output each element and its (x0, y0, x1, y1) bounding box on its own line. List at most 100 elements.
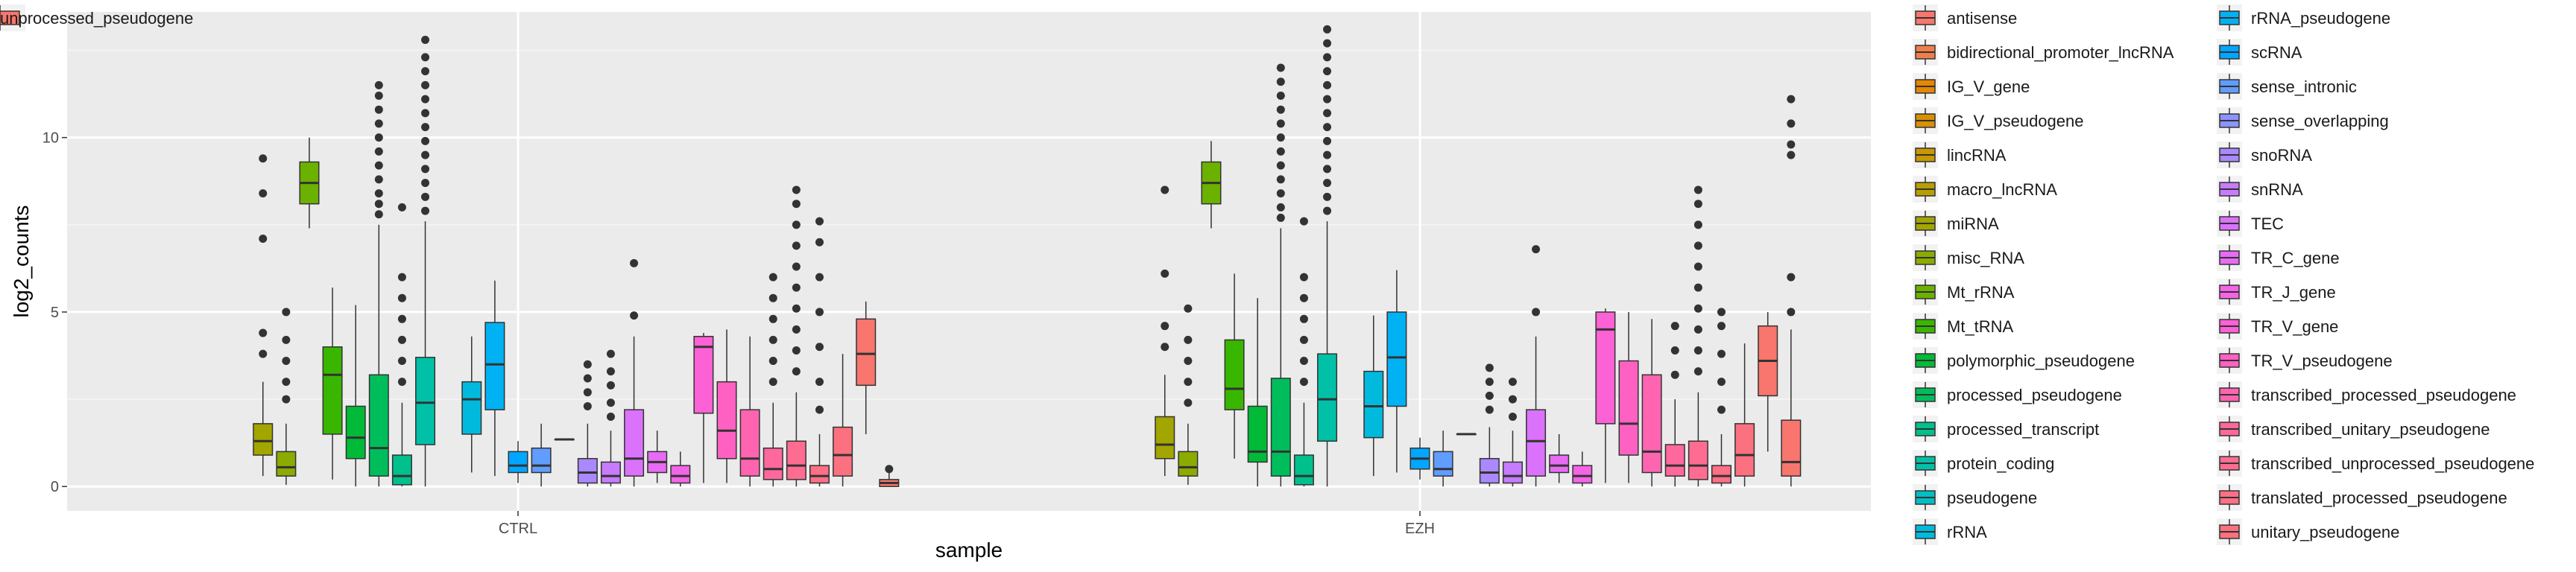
outlier-point (1276, 189, 1285, 198)
outlier-point (374, 119, 383, 128)
outlier-point (792, 304, 801, 313)
outlier-point (815, 378, 824, 387)
box-body (1688, 440, 1708, 480)
legend-label: sense_intronic (2251, 77, 2357, 96)
legend-label: snRNA (2251, 180, 2303, 199)
legend-item: scRNA (2217, 39, 2302, 66)
box-body (786, 440, 806, 480)
outlier-point (421, 150, 430, 159)
outlier-point (1670, 346, 1679, 355)
box-misc_RNA (1178, 304, 1199, 485)
box-body (461, 381, 482, 435)
outlier-point (421, 95, 430, 104)
box-TEC (1526, 245, 1547, 487)
box-translated_processed_pseudogene (1711, 308, 1731, 487)
y-tick-label: 10 (42, 130, 59, 147)
box-body (368, 374, 389, 477)
outlier-point (1161, 322, 1169, 331)
legend-label: processed_transcript (1947, 420, 2099, 439)
outlier-point (397, 357, 406, 366)
outlier-point (397, 314, 406, 323)
legend-label: lincRNA (1947, 146, 2007, 165)
box-transcribed_processed_pseudogene (739, 336, 760, 487)
box-rRNA (1363, 315, 1384, 477)
outlier-point (1323, 192, 1332, 201)
outlier-point (1787, 308, 1796, 317)
box-TR_V_gene (1595, 308, 1616, 483)
outlier-point (1693, 241, 1702, 250)
outlier-point (792, 346, 801, 355)
box-body (577, 457, 598, 484)
box-unprocessed_pseudogene (856, 301, 877, 434)
y-tick-label: 0 (51, 479, 59, 495)
outlier-point (421, 67, 430, 76)
outlier-point (1161, 343, 1169, 352)
box-transcribed_unprocessed_pseudogene (1688, 185, 1708, 487)
outlier-point (768, 273, 777, 282)
outlier-point (1508, 395, 1517, 404)
box-scRNA (1409, 437, 1430, 480)
legend-label: snoRNA (2251, 146, 2312, 165)
outlier-point (1323, 206, 1332, 215)
outlier-point (1323, 123, 1332, 132)
outlier-point (374, 133, 383, 142)
outlier-point (421, 53, 430, 62)
box-TR_C_gene (1549, 433, 1570, 483)
outlier-point (1485, 405, 1494, 414)
legend-item: pseudogene (1913, 484, 2037, 511)
outlier-point (606, 367, 615, 376)
legend-item: IG_V_gene (1913, 73, 2030, 100)
box-protein_coding (1317, 25, 1338, 487)
box-body (856, 318, 877, 387)
legend-item: unitary_pseudogene (2217, 518, 2399, 545)
legend-label: miRNA (1947, 214, 1999, 233)
box-body (1549, 454, 1570, 474)
outlier-point (421, 206, 430, 215)
legend-item: TR_V_pseudogene (2217, 347, 2393, 374)
box-body (1155, 416, 1175, 460)
box-body (1526, 409, 1547, 477)
outlier-point (1276, 105, 1285, 114)
legend-label: unitary_pseudogene (2251, 523, 2399, 541)
outlier-point (1184, 304, 1193, 313)
box-body (716, 381, 737, 460)
legend-item: IG_V_pseudogene (1913, 107, 2084, 134)
box-sense_intronic (1433, 430, 1453, 487)
outlier-point (768, 314, 777, 323)
box-body (1224, 339, 1245, 410)
x-axis-title: sample (935, 538, 1003, 562)
box-body (1502, 461, 1523, 484)
box-unitary_pseudogene (833, 354, 853, 487)
legend-item: lincRNA (1913, 142, 2007, 168)
outlier-point (1532, 308, 1541, 317)
outlier-point (259, 235, 268, 244)
outlier-point (1323, 136, 1332, 145)
outlier-point (374, 161, 383, 170)
outlier-point (630, 311, 639, 320)
box-body (1433, 451, 1453, 477)
box-TEC (624, 258, 645, 487)
outlier-point (397, 335, 406, 344)
outlier-point (1184, 398, 1193, 407)
outlier-point (815, 308, 824, 317)
outlier-point (397, 203, 406, 212)
outlier-point (792, 325, 801, 334)
legend-item: TEC (2217, 210, 2284, 237)
outlier-point (1323, 25, 1332, 34)
legend-item: misc_RNA (1913, 244, 2024, 271)
y-axis: 0 5 10 (42, 130, 67, 495)
legend-label: pseudogene (1947, 489, 2037, 507)
outlier-point (397, 293, 406, 302)
outlier-point (421, 179, 430, 188)
box-body (833, 426, 853, 477)
legend-label: transcribed_unprocessed_pseudogene (2251, 454, 2534, 473)
legend-item: transcribed_processed_pseudogene (2217, 381, 2516, 408)
legend-item: TR_C_gene (2217, 244, 2340, 271)
box-TR_J_gene (670, 451, 691, 487)
outlier-point (1299, 357, 1308, 366)
box-processed_pseudogene (1270, 63, 1291, 487)
box-body (276, 451, 297, 477)
legend-label: TR_V_pseudogene (2251, 352, 2393, 370)
outlier-point (1693, 200, 1702, 209)
